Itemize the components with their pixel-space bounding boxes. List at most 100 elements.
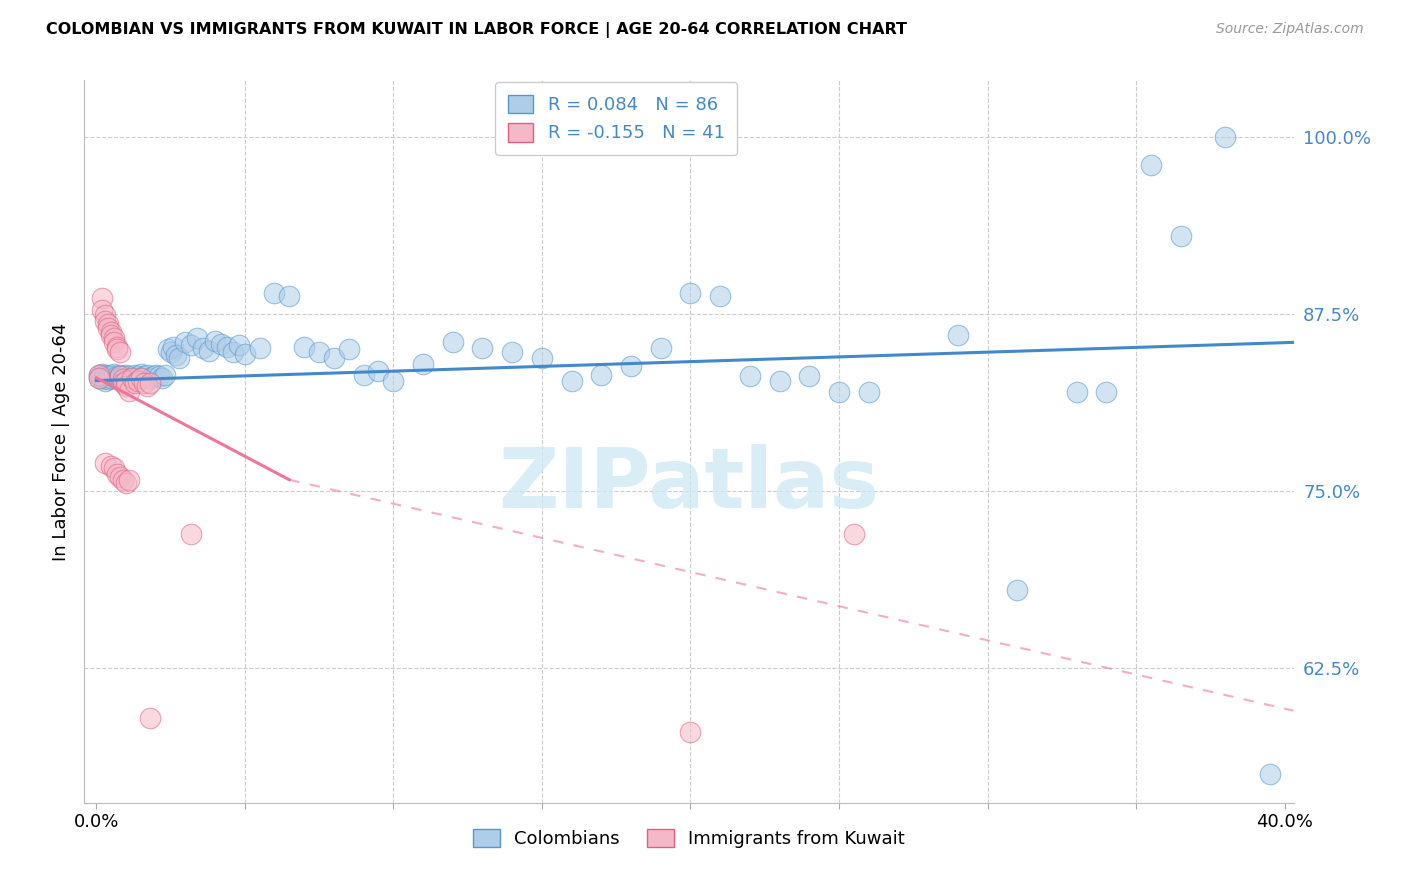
Point [799, 369, 821, 384]
Point [118, 473, 141, 487]
Point [135, 379, 157, 393]
Point [89, 368, 111, 382]
Y-axis label: In Labor Force | Age 20-64: In Labor Force | Age 20-64 [52, 322, 70, 561]
Point [111, 473, 134, 487]
Point [193, 341, 215, 355]
Point [858, 384, 880, 399]
Point [97, 317, 120, 331]
Point [1005, 583, 1028, 598]
Point [91, 369, 114, 384]
Point [115, 379, 138, 393]
Point [97, 321, 120, 335]
Point [108, 371, 131, 385]
Point [132, 376, 155, 391]
Point [103, 367, 125, 381]
Point [278, 288, 301, 302]
Point [105, 372, 128, 386]
Point [166, 348, 188, 362]
Point [198, 343, 221, 358]
Point [103, 369, 125, 384]
Point [650, 341, 672, 355]
Point [186, 331, 208, 345]
Point [162, 340, 184, 354]
Point [97, 369, 120, 384]
Point [768, 374, 790, 388]
Point [94, 371, 117, 385]
Point [180, 338, 202, 352]
Point [679, 725, 702, 739]
Point [105, 343, 128, 357]
Point [103, 335, 125, 350]
Point [159, 345, 181, 359]
Point [1140, 158, 1163, 172]
Point [209, 336, 232, 351]
Point [249, 341, 271, 355]
Point [129, 367, 152, 381]
Point [679, 285, 702, 300]
Point [89, 371, 111, 385]
Point [337, 343, 360, 357]
Point [353, 368, 375, 382]
Point [115, 475, 138, 490]
Point [156, 343, 179, 357]
Point [89, 368, 111, 382]
Point [100, 328, 122, 343]
Point [946, 328, 969, 343]
Point [828, 384, 851, 399]
Point [222, 345, 245, 359]
Point [1095, 384, 1118, 399]
Point [127, 374, 149, 388]
Point [138, 371, 160, 385]
Point [1258, 767, 1281, 781]
Point [709, 288, 731, 302]
Point [153, 368, 176, 382]
Point [132, 369, 155, 384]
Point [441, 335, 464, 350]
Point [91, 367, 114, 381]
Point [103, 331, 125, 345]
Point [367, 364, 389, 378]
Point [382, 374, 405, 388]
Point [308, 345, 330, 359]
Point [94, 309, 117, 323]
Point [89, 371, 111, 385]
Point [842, 526, 865, 541]
Point [501, 345, 523, 359]
Point [412, 357, 434, 371]
Point [91, 372, 114, 386]
Point [108, 368, 131, 382]
Point [100, 326, 122, 340]
Point [263, 285, 285, 300]
Point [129, 371, 152, 385]
Point [738, 369, 761, 384]
Point [108, 345, 131, 359]
Point [111, 372, 134, 386]
Point [94, 456, 117, 470]
Point [204, 334, 226, 348]
Point [115, 374, 138, 388]
Point [169, 351, 191, 365]
Point [100, 458, 122, 473]
Point [108, 369, 131, 384]
Point [121, 371, 143, 385]
Point [1213, 130, 1236, 145]
Point [115, 371, 138, 385]
Point [174, 335, 197, 350]
Point [105, 467, 128, 482]
Point [124, 368, 146, 382]
Point [105, 369, 128, 384]
Point [91, 292, 114, 306]
Point [228, 338, 250, 352]
Point [91, 302, 114, 317]
Point [135, 368, 157, 382]
Point [292, 340, 315, 354]
Point [100, 368, 122, 382]
Point [121, 371, 143, 385]
Point [150, 371, 173, 385]
Point [100, 371, 122, 385]
Point [124, 376, 146, 391]
Point [215, 340, 238, 354]
Point [138, 711, 160, 725]
Point [530, 351, 553, 365]
Text: COLOMBIAN VS IMMIGRANTS FROM KUWAIT IN LABOR FORCE | AGE 20-64 CORRELATION CHART: COLOMBIAN VS IMMIGRANTS FROM KUWAIT IN L… [46, 22, 907, 38]
